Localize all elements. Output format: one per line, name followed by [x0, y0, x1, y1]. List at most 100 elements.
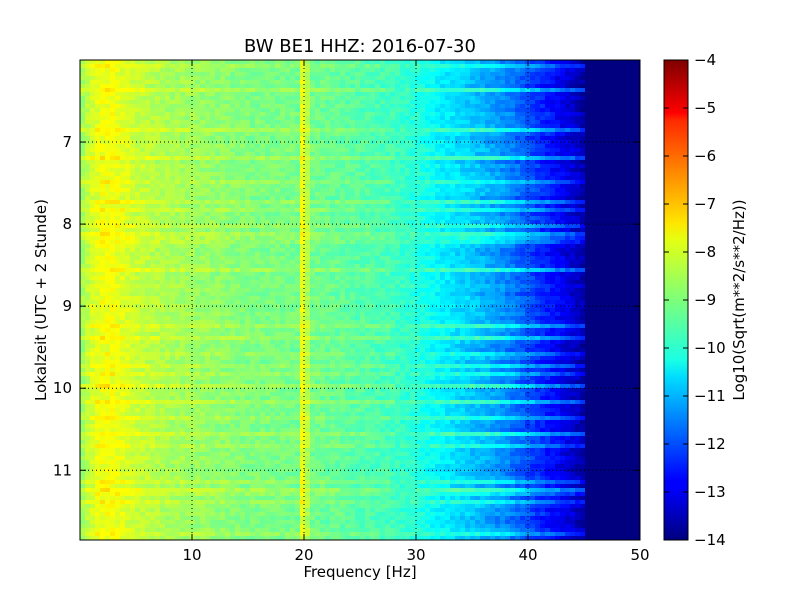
- heatmap-cell: [555, 88, 561, 93]
- heatmap-cell: [635, 156, 640, 161]
- heatmap-cell: [120, 104, 126, 109]
- heatmap-cell: [195, 108, 201, 113]
- heatmap-cell: [135, 220, 141, 225]
- heatmap-cell: [345, 168, 351, 173]
- heatmap-cell: [365, 156, 371, 161]
- heatmap-cell: [570, 100, 576, 105]
- heatmap-cell: [225, 68, 231, 73]
- heatmap-cell: [560, 136, 566, 141]
- heatmap-cell: [235, 112, 241, 117]
- heatmap-cell: [245, 220, 251, 225]
- heatmap-cell: [290, 136, 296, 141]
- heatmap-cell: [385, 100, 391, 105]
- heatmap-cell: [305, 156, 311, 161]
- heatmap-cell: [120, 64, 126, 69]
- heatmap-cell: [500, 136, 506, 141]
- heatmap-cell: [455, 200, 461, 205]
- heatmap-cell: [330, 204, 336, 209]
- heatmap-cell: [325, 232, 331, 237]
- heatmap-cell: [210, 72, 216, 77]
- heatmap-cell: [485, 152, 491, 157]
- heatmap-cell: [190, 216, 196, 221]
- heatmap-cell: [525, 132, 531, 137]
- heatmap-cell: [195, 64, 201, 69]
- heatmap-cell: [435, 212, 441, 217]
- heatmap-cell: [85, 116, 91, 121]
- heatmap-cell: [375, 128, 381, 133]
- heatmap-cell: [225, 72, 231, 77]
- heatmap-cell: [315, 92, 321, 97]
- heatmap-cell: [390, 132, 396, 137]
- heatmap-cell: [475, 192, 481, 197]
- heatmap-cell: [300, 208, 306, 213]
- heatmap-cell: [415, 148, 421, 153]
- heatmap-cell: [490, 168, 496, 173]
- heatmap-cell: [225, 200, 231, 205]
- heatmap-cell: [275, 180, 281, 185]
- heatmap-cell: [520, 216, 526, 221]
- heatmap-cell: [465, 64, 471, 69]
- heatmap-cell: [400, 92, 406, 97]
- heatmap-cell: [210, 136, 216, 141]
- heatmap-cell: [415, 172, 421, 177]
- heatmap-cell: [450, 120, 456, 125]
- heatmap-cell: [350, 216, 356, 221]
- heatmap-cell: [590, 112, 596, 117]
- heatmap-cell: [570, 112, 576, 117]
- heatmap-cell: [110, 236, 116, 241]
- heatmap-cell: [525, 148, 531, 153]
- heatmap-cell: [280, 160, 286, 165]
- heatmap-cell: [560, 124, 566, 129]
- heatmap-cell: [130, 108, 136, 113]
- heatmap-cell: [110, 136, 116, 141]
- heatmap-cell: [135, 72, 141, 77]
- heatmap-cell: [310, 196, 316, 201]
- heatmap-cell: [445, 160, 451, 165]
- heatmap-cell: [210, 60, 216, 65]
- heatmap-cell: [625, 60, 631, 65]
- heatmap-cell: [330, 68, 336, 73]
- heatmap-cell: [325, 152, 331, 157]
- heatmap-cell: [180, 112, 186, 117]
- heatmap-cell: [580, 128, 586, 133]
- heatmap-cell: [225, 212, 231, 217]
- heatmap-cell: [175, 108, 181, 113]
- heatmap-cell: [515, 192, 521, 197]
- heatmap-cell: [215, 88, 221, 93]
- heatmap-cell: [145, 160, 151, 165]
- heatmap-cell: [540, 60, 546, 65]
- heatmap-cell: [325, 88, 331, 93]
- heatmap-cell: [405, 132, 411, 137]
- heatmap-cell: [255, 236, 261, 241]
- heatmap-cell: [455, 228, 461, 233]
- heatmap-cell: [450, 136, 456, 141]
- heatmap-cell: [495, 208, 501, 213]
- heatmap-cell: [190, 124, 196, 129]
- heatmap-cell: [525, 216, 531, 221]
- heatmap-cell: [425, 100, 431, 105]
- heatmap-cell: [175, 148, 181, 153]
- heatmap-cell: [160, 80, 166, 85]
- heatmap-cell: [625, 156, 631, 161]
- heatmap-cell: [575, 160, 581, 165]
- heatmap-cell: [325, 212, 331, 217]
- heatmap-cell: [260, 128, 266, 133]
- heatmap-cell: [305, 148, 311, 153]
- heatmap-cell: [155, 216, 161, 221]
- heatmap-cell: [460, 132, 466, 137]
- heatmap-cell: [405, 100, 411, 105]
- heatmap-cell: [415, 64, 421, 69]
- heatmap-cell: [435, 136, 441, 141]
- heatmap-cell: [135, 140, 141, 145]
- heatmap-cell: [245, 124, 251, 129]
- heatmap-cell: [465, 204, 471, 209]
- heatmap-cell: [265, 76, 271, 81]
- heatmap-cell: [570, 104, 576, 109]
- heatmap-cell: [470, 124, 476, 129]
- heatmap-cell: [390, 100, 396, 105]
- heatmap-cell: [120, 192, 126, 197]
- heatmap-cell: [325, 160, 331, 165]
- heatmap-cell: [535, 164, 541, 169]
- heatmap-cell: [205, 204, 211, 209]
- heatmap-cell: [480, 200, 486, 205]
